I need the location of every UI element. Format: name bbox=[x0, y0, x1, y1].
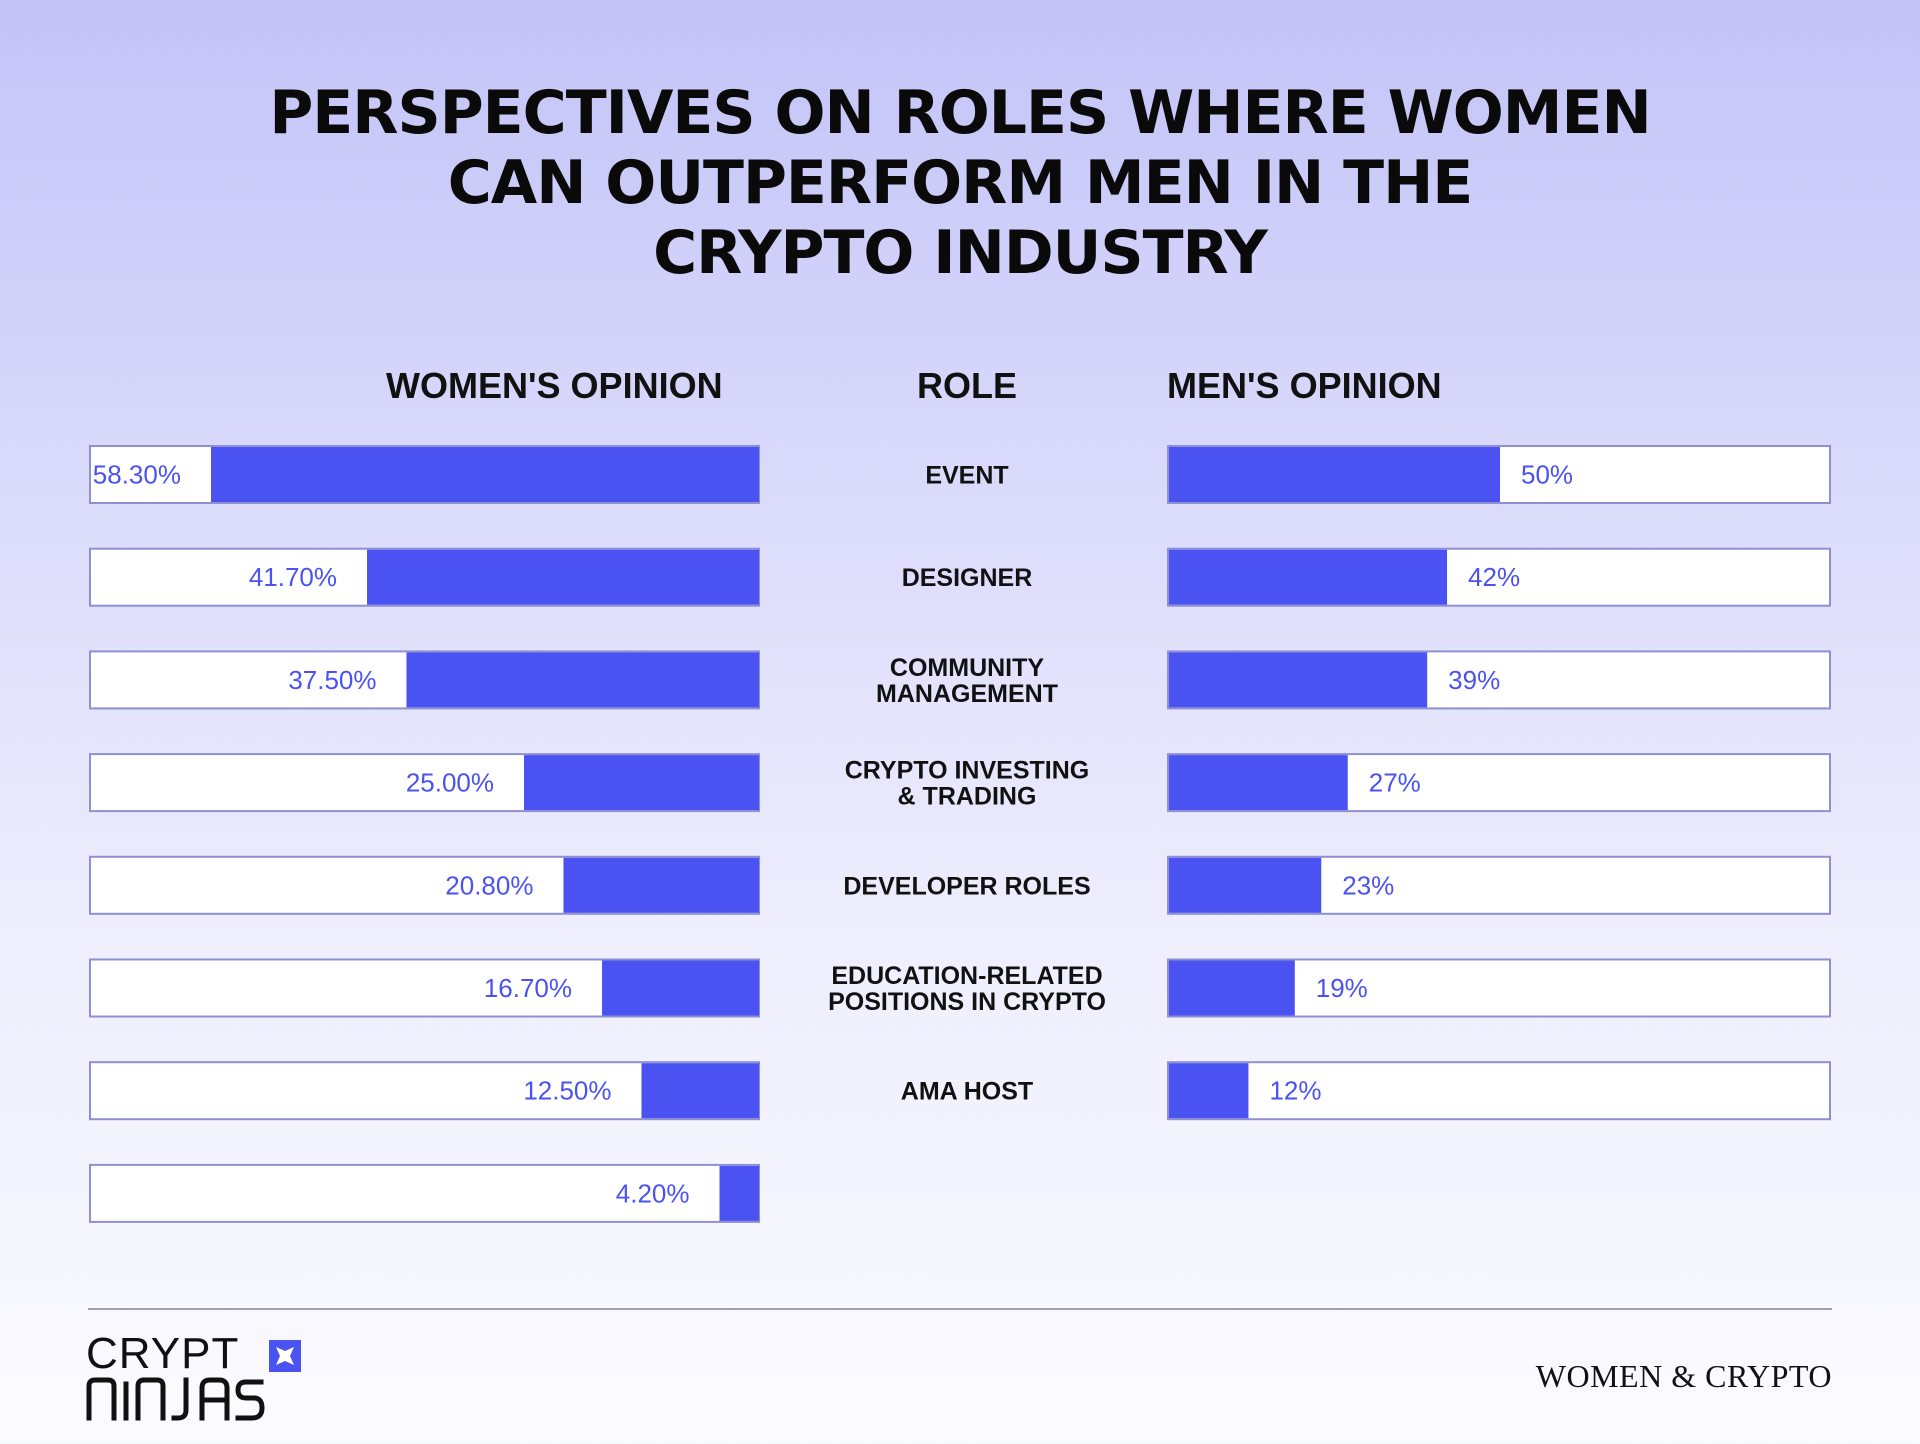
women-value-label: 58.30% bbox=[93, 460, 181, 490]
role-label: EDUCATION-RELATED bbox=[831, 962, 1102, 990]
women-value-label: 12.50% bbox=[523, 1076, 611, 1106]
women-and-crypto-brand: WOMEN & CRYPTO bbox=[1535, 1358, 1832, 1394]
men-value-label: 23% bbox=[1342, 870, 1394, 900]
women-value-label: 25.00% bbox=[406, 768, 494, 798]
womens-opinion-header: WOMEN'S OPINION bbox=[386, 365, 723, 406]
men-value-label: 42% bbox=[1468, 562, 1520, 592]
men-bar bbox=[1169, 755, 1348, 811]
mens-opinion-header: MEN'S OPINION bbox=[1167, 365, 1442, 406]
title-line: CAN OUTPERFORM MEN IN THE bbox=[447, 148, 1474, 218]
women-value-label: 41.70% bbox=[249, 562, 337, 592]
men-value-label: 19% bbox=[1316, 973, 1368, 1003]
role-label: DESIGNER bbox=[902, 564, 1033, 592]
title-line: PERSPECTIVES ON ROLES WHERE WOMEN bbox=[269, 78, 1651, 148]
men-bar bbox=[1169, 549, 1448, 605]
role-label: EVENT bbox=[925, 462, 1008, 490]
women-value-label: 4.20% bbox=[616, 1178, 690, 1208]
role-label: MANAGEMENT bbox=[876, 680, 1058, 708]
logo-text: CRYPT bbox=[86, 1329, 240, 1378]
women-bar bbox=[210, 447, 760, 502]
women-bar bbox=[641, 1063, 759, 1119]
men-value-label: 50% bbox=[1521, 460, 1573, 490]
chart-title: PERSPECTIVES ON ROLES WHERE WOMEN CAN OU… bbox=[60, 78, 1860, 288]
women-value-label: 16.70% bbox=[484, 973, 572, 1003]
men-value-label: 39% bbox=[1448, 665, 1500, 695]
role-label: AMA HOST bbox=[901, 1078, 1033, 1106]
role-header: ROLE bbox=[916, 365, 1017, 406]
role-label: POSITIONS IN CRYPTO bbox=[828, 988, 1106, 1016]
logo-ninjas-glyphs bbox=[86, 1377, 265, 1421]
women-bar bbox=[367, 549, 759, 605]
men-value-label: 12% bbox=[1269, 1076, 1321, 1106]
men-bar-frame bbox=[1167, 1061, 1831, 1121]
men-bar bbox=[1169, 447, 1500, 502]
title-line: CRYPTO INDUSTRY bbox=[653, 218, 1268, 288]
women-bar-frame bbox=[89, 1163, 760, 1223]
women-bar bbox=[524, 755, 759, 811]
women-bar bbox=[602, 960, 759, 1016]
role-label: COMMUNITY bbox=[890, 654, 1044, 682]
women-bar bbox=[719, 1165, 759, 1221]
women-value-label: 37.50% bbox=[288, 665, 376, 695]
crypto-ninjas-logo: CRYPT bbox=[86, 1329, 316, 1421]
men-bar bbox=[1169, 857, 1322, 913]
men-bar bbox=[1169, 652, 1428, 708]
women-bar bbox=[563, 857, 759, 913]
ninja-star-icon bbox=[269, 1340, 301, 1372]
women-value-label: 20.80% bbox=[445, 870, 533, 900]
men-value-label: 27% bbox=[1369, 768, 1421, 798]
role-label: DEVELOPER ROLES bbox=[843, 872, 1090, 900]
role-label: & TRADING bbox=[898, 783, 1037, 811]
role-label: CRYPTO INVESTING bbox=[845, 757, 1089, 785]
men-bar bbox=[1169, 960, 1295, 1016]
women-bar bbox=[406, 652, 759, 708]
footer-divider bbox=[88, 1308, 1832, 1310]
men-bar bbox=[1169, 1063, 1249, 1119]
